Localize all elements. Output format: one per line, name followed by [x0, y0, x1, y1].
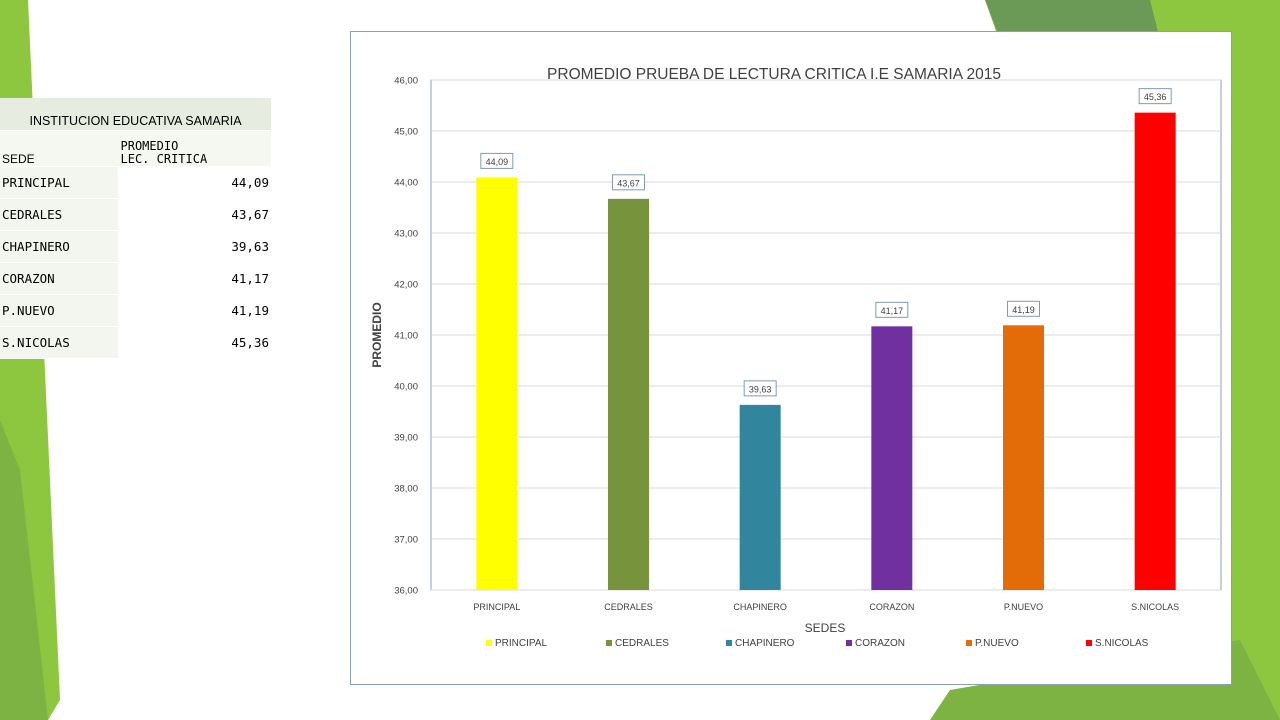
data-label: 44,09 — [486, 157, 509, 167]
chart-legend: PRINCIPAL CEDRALES CHAPINERO CORAZON P.NUEVO… — [486, 638, 1149, 649]
x-tick-label: PRINCIPAL — [473, 602, 520, 612]
y-tick-label: 45,00 — [394, 127, 418, 138]
row-valor: 41,17 — [118, 262, 271, 295]
row-valor: 43,67 — [118, 198, 271, 231]
legend-swatch — [606, 640, 612, 646]
y-tick-label: 41,00 — [394, 331, 418, 342]
data-label: 45,36 — [1144, 92, 1167, 102]
legend-swatch — [966, 640, 972, 646]
y-axis-label: PROMEDIO — [370, 302, 384, 367]
data-label-box — [743, 380, 777, 397]
y-tick-label: 36,00 — [394, 586, 418, 597]
legend-swatch — [1086, 640, 1092, 646]
data-label-box — [480, 152, 514, 169]
row-valor: 41,19 — [118, 294, 271, 327]
legend-label: S.NICOLAS — [1095, 638, 1149, 649]
row-sede: PRINCIPAL — [0, 166, 119, 199]
y-tick-label: 43,00 — [394, 229, 418, 240]
legend-swatch — [726, 640, 732, 646]
row-valor: 45,36 — [118, 326, 271, 359]
x-tick-label: CEDRALES — [604, 602, 653, 612]
bar-principal — [476, 177, 518, 590]
legend-label: PRINCIPAL — [495, 638, 547, 649]
header-sede: SEDE — [0, 130, 119, 167]
x-tick-label: CHAPINERO — [733, 602, 787, 612]
bar-chart: PROMEDIO PRUEBA DE LECTURA CRITICA I.E S… — [370, 66, 1222, 649]
data-label: 41,17 — [881, 306, 904, 316]
table-row: PRINCIPAL 44,09 — [0, 166, 271, 199]
row-sede: CORAZON — [0, 262, 119, 295]
bar-snicolas — [1134, 112, 1176, 590]
chart-title: PROMEDIO PRUEBA DE LECTURA CRITICA I.E S… — [547, 66, 1001, 83]
legend-label: CEDRALES — [615, 638, 669, 649]
data-label: 43,67 — [617, 178, 640, 188]
y-tick-label: 44,00 — [394, 178, 418, 189]
legend-label: CORAZON — [855, 638, 905, 649]
green-accent-left-dark — [0, 420, 48, 720]
data-label-box — [875, 301, 909, 318]
data-label: 39,63 — [749, 384, 772, 394]
data-label-box — [612, 174, 645, 191]
data-label-box — [1138, 88, 1172, 105]
table-row: P.NUEVO 41,19 — [0, 294, 271, 327]
x-tick-label: P.NUEVO — [1004, 602, 1043, 612]
x-tick-label: S.NICOLAS — [1131, 602, 1179, 612]
row-sede: CHAPINERO — [0, 230, 119, 263]
legend-label: CHAPINERO — [735, 638, 795, 649]
y-tick-label: 38,00 — [394, 484, 418, 495]
y-tick-label: 46,00 — [394, 76, 418, 87]
table-row: S.NICOLAS 45,36 — [0, 326, 271, 359]
table-row: CORAZON 41,17 — [0, 262, 271, 295]
y-tick-label: 40,00 — [394, 382, 418, 393]
row-sede: P.NUEVO — [0, 294, 119, 327]
bar-corazon — [871, 326, 913, 590]
x-axis-label: SEDES — [805, 621, 846, 635]
row-valor: 39,63 — [118, 230, 271, 263]
plot-area: 36,00 37,00 38,00 39,00 40,00 41,00 42,00 43,00… — [394, 76, 1222, 612]
legend-swatch — [846, 640, 852, 646]
data-table: INSTITUCION EDUCATIVA SAMARIA SEDE PROME… — [0, 98, 271, 359]
legend-swatch — [486, 640, 492, 646]
bar-cedrales — [608, 198, 649, 590]
x-tick-label: CORAZON — [869, 602, 914, 612]
legend-label: P.NUEVO — [975, 638, 1019, 649]
y-tick-label: 37,00 — [394, 535, 418, 546]
table-row: CHAPINERO 39,63 — [0, 230, 271, 263]
table-title: INSTITUCION EDUCATIVA SAMARIA — [0, 98, 271, 131]
data-label-box — [1007, 300, 1040, 317]
bar-pnuevo — [1003, 325, 1044, 590]
header-promedio: PROMEDIO LEC. CRITICA — [118, 130, 271, 167]
row-sede: CEDRALES — [0, 198, 119, 231]
table-row: CEDRALES 43,67 — [0, 198, 271, 231]
row-sede: S.NICOLAS — [0, 326, 119, 359]
y-tick-label: 42,00 — [394, 280, 418, 291]
data-label: 41,19 — [1012, 305, 1035, 315]
y-tick-label: 39,00 — [394, 433, 418, 444]
chart-frame: PROMEDIO PRUEBA DE LECTURA CRITICA I.E S… — [350, 31, 1232, 685]
row-valor: 44,09 — [118, 166, 271, 199]
bar-chapinero — [739, 404, 781, 590]
